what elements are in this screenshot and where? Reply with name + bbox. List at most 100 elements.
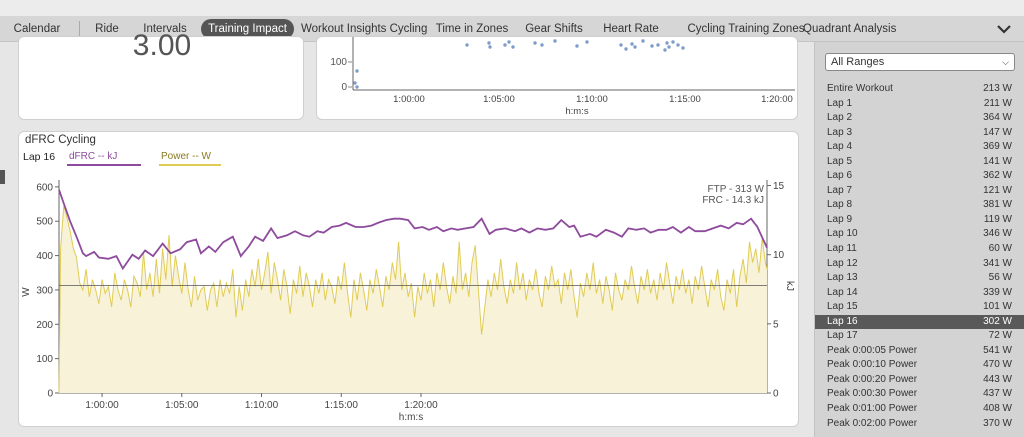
left-y-tick-label: 300 [36,285,53,296]
metric-value: 3.00 [132,29,192,62]
scatter-point [355,85,359,89]
title-strip [0,0,1024,16]
range-select[interactable]: All Ranges ⌵ [825,53,1015,71]
range-item[interactable]: Lap 6 362 W [815,169,1024,184]
range-item[interactable]: Peak 0:00:10 Power 470 W [815,358,1024,373]
range-item-label: Lap 7 [827,184,853,196]
left-y-tick-label: 200 [36,320,53,331]
range-item-label: Lap 16 [827,315,858,327]
tab-cycling-training-zones[interactable]: Cycling Training Zones [687,23,805,35]
range-item[interactable]: Lap 5 141 W [815,155,1024,170]
left-y-tick-label: 100 [36,354,53,365]
range-item-label: Lap 12 [827,257,858,269]
range-item[interactable]: Lap 13 56 W [815,271,1024,286]
range-item-value: 369 W [983,141,1012,153]
range-item[interactable]: Peak 0:02:00 Power 370 W [815,417,1024,432]
scatter-point [650,44,654,48]
range-item-label: Lap 13 [827,272,858,284]
x-tick-label: 1:00:00 [85,400,119,411]
right-y-tick-label: 5 [773,319,779,330]
scatter-point [676,43,680,47]
tab-training-impact[interactable]: Training Impact [201,19,294,39]
scatter-x-tick: 1:05:00 [483,94,515,105]
range-item[interactable]: Lap 12 341 W [815,257,1024,272]
range-item-value: 147 W [983,126,1012,138]
tab-time-in-zones[interactable]: Time in Zones [435,23,509,35]
frc-label: FRC - 14.3 kJ [702,195,764,206]
range-item-label: Lap 4 [827,141,853,153]
tab-ride[interactable]: Ride [95,23,119,35]
scatter-card: 100 0 1:00:00 1:05:00 1:10:00 1:15:00 1:… [316,36,798,120]
range-item[interactable]: Lap 4 369 W [815,140,1024,155]
metric-card: 3.00 [18,29,304,120]
range-item[interactable]: Lap 15 101 W [815,300,1024,315]
range-item[interactable]: Lap 10 346 W [815,227,1024,242]
scatter-point [663,48,667,52]
scatter-point [656,43,660,47]
range-item-value: 408 W [983,403,1012,415]
range-item-label: Entire Workout [827,83,893,94]
y-axis-label-left: W [21,287,32,297]
range-item[interactable]: Peak 0:00:30 Power 437 W [815,387,1024,402]
scatter-y-tick-100: 100 [330,57,347,68]
scatter-point [585,40,589,44]
range-item[interactable]: Peak 0:00:20 Power 443 W [815,373,1024,388]
ftp-label: FTP - 313 W [708,184,765,195]
scatter-point [511,45,515,49]
range-item-value: 381 W [983,199,1012,211]
dfrc-card: dFRC Cycling Lap 16 dFRC -- kJ Power -- … [18,131,799,427]
range-item-value: 341 W [983,257,1012,269]
x-tick-label: 1:10:00 [245,400,279,411]
range-item[interactable]: Lap 16 302 W [815,314,1024,330]
range-item[interactable]: Lap 1 211 W [815,97,1024,112]
scatter-point [630,42,634,46]
x-tick-label: 1:15:00 [325,400,359,411]
tab-intervals[interactable]: Intervals [143,23,187,35]
legend-dfrc[interactable]: dFRC -- kJ [69,151,118,162]
range-item[interactable]: Lap 9 119 W [815,213,1024,228]
card-title: dFRC Cycling [25,134,96,146]
scatter-point [667,45,671,49]
scatter-point [641,39,645,43]
scatter-x-tick: 1:10:00 [576,94,608,105]
range-item-value: 141 W [983,155,1012,167]
legend-power-swatch [159,164,221,166]
tab-workout-insights-cycling[interactable]: Workout Insights Cycling [301,23,428,35]
range-item[interactable]: Lap 3 147 W [815,126,1024,141]
range-item-label: Peak 0:01:00 Power [827,403,918,415]
scatter-point [507,40,511,44]
dfrc-chart: W kJ h:m:s FTP - 313 W FRC - 14.3 kJ 0 10… [21,180,795,423]
left-y-tick-label: 400 [36,251,53,262]
tab-separator [79,21,80,37]
chevron-down-icon[interactable] [990,19,1018,39]
range-item[interactable]: Entire Workout 213 W [815,82,1024,97]
range-item[interactable]: Peak 0:01:00 Power 408 W [815,402,1024,417]
scatter-points [353,39,685,89]
range-item-label: Peak 0:00:05 Power [827,344,918,356]
range-item-value: 364 W [983,112,1012,124]
legend-power[interactable]: Power -- W [161,151,211,162]
lap-label: Lap 16 [23,151,56,163]
range-item[interactable]: Peak 0:00:05 Power 541 W [815,344,1024,359]
range-item-value: 437 W [983,388,1012,400]
scatter-x-tick: 1:20:00 [761,94,793,105]
dfrc-series-line [58,189,768,271]
range-item[interactable]: Lap 8 381 W [815,198,1024,213]
range-item[interactable]: Lap 7 121 W [815,184,1024,199]
tab-heart-rate[interactable]: Heart Rate [603,23,659,35]
range-item-label: Lap 10 [827,228,858,240]
range-item[interactable]: Lap 2 364 W [815,111,1024,126]
range-item-value: 101 W [983,301,1012,313]
tab-calendar[interactable]: Calendar [13,23,61,35]
tab-quadrant-analysis[interactable]: Quadrant Analysis [803,23,897,35]
range-item-label: Peak 0:02:00 Power [827,417,918,429]
range-item[interactable]: Lap 17 72 W [815,329,1024,344]
range-item[interactable]: Lap 11 60 W [815,242,1024,257]
range-item-value: 56 W [988,272,1012,284]
scatter-x-tick: 1:15:00 [669,94,701,105]
range-item[interactable]: Lap 14 339 W [815,286,1024,301]
range-item-label: Lap 8 [827,199,853,211]
tab-gear-shifts[interactable]: Gear Shifts [525,23,583,35]
scatter-point [487,41,491,45]
